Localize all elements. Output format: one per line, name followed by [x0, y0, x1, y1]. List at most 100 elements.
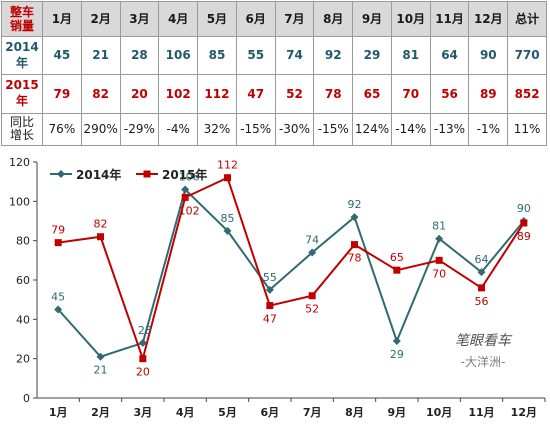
x-tick-label: 10月	[426, 406, 452, 419]
data-point	[223, 226, 232, 235]
x-tick-label: 4月	[176, 406, 195, 419]
data-point	[435, 234, 444, 243]
x-tick-label: 7月	[303, 406, 322, 419]
table-cell: -4%	[158, 112, 199, 147]
data-label: 92	[348, 198, 362, 211]
table-cell: -15%	[235, 112, 276, 147]
table-cell: 65	[352, 74, 392, 114]
data-label: 45	[51, 291, 65, 304]
table-cell: 290%	[80, 112, 121, 147]
x-tick-label: 6月	[261, 406, 280, 419]
data-point	[308, 292, 316, 300]
table-cell: 45	[42, 35, 82, 76]
data-point	[54, 239, 62, 247]
data-label: 112	[217, 159, 238, 172]
data-label: 106	[179, 171, 200, 184]
x-tick-label: 9月	[388, 406, 407, 419]
data-point	[138, 338, 147, 347]
data-label: 82	[94, 218, 108, 231]
data-label: 65	[390, 251, 404, 264]
data-point	[181, 193, 189, 201]
data-point	[224, 174, 231, 182]
data-label: 21	[94, 364, 108, 377]
table-cell: 74	[274, 35, 315, 76]
data-label: 55	[263, 271, 277, 284]
y-tick-label: 100	[9, 195, 30, 208]
data-point	[435, 256, 443, 264]
data-point	[351, 241, 358, 249]
month-header-5: 5月	[197, 1, 237, 37]
table-cell: -1%	[468, 112, 509, 147]
table-cell: 112	[197, 74, 237, 114]
table-cell: 76%	[42, 112, 82, 147]
legend-marker	[57, 170, 65, 178]
table-cell: -13%	[429, 112, 470, 147]
table-cell: -30%	[274, 112, 315, 147]
data-label: 52	[305, 303, 319, 316]
table-cell: 82	[80, 74, 121, 114]
data-label: 20	[136, 366, 150, 379]
sales-line-chart: 0 20 40 60 80 100 120 1月 2月 3月 4月 5月 6月 7月 8月 9月 10月 11月 1…	[9, 156, 546, 419]
y-tick-label: 40	[16, 313, 30, 326]
table-cell: 102	[158, 74, 199, 114]
month-header-10: 10月	[390, 1, 431, 37]
table-cell: 124%	[352, 112, 392, 147]
table-cell: 106	[158, 35, 199, 76]
total-cell: 11%	[507, 112, 547, 147]
sales-table: 整车 销量 1月 2月 3月 4月 5月 6月 7月 8月 9月 10月 11月 12月 总计 2014年…	[1, 1, 547, 147]
series-line-2015	[58, 176, 525, 363]
x-tick-label: 12月	[511, 406, 537, 419]
chart-series-points	[54, 174, 528, 363]
data-point	[265, 285, 274, 294]
table-cell: 28	[119, 35, 160, 76]
table-cell: 56	[429, 74, 470, 114]
watermark-brand: 笔眼看车	[455, 333, 513, 349]
x-tick-label: 2月	[91, 406, 110, 419]
data-point	[96, 352, 105, 361]
month-header-6: 6月	[235, 1, 276, 37]
table-cell: 78	[313, 74, 354, 114]
chart-series-lines	[57, 176, 525, 363]
legend-label: 2015年	[162, 167, 207, 182]
data-point	[266, 302, 274, 310]
data-point	[97, 233, 104, 241]
data-point	[393, 266, 401, 274]
data-label: 28	[138, 324, 152, 337]
month-header-9: 9月	[352, 1, 392, 37]
corner-label: 整车 销量	[1, 1, 43, 37]
table-cell: -14%	[390, 112, 431, 147]
data-point	[478, 284, 485, 292]
watermark-author: -大洋洲-	[461, 354, 506, 369]
table-cell: 29	[352, 35, 392, 76]
data-point	[139, 355, 147, 363]
data-point	[308, 248, 317, 257]
table-row: 2014年 45 21 28 106 85 55 74 92 29 81 64 90 770	[1, 35, 547, 76]
data-label: 47	[263, 313, 277, 326]
table-cell: 64	[429, 35, 470, 76]
x-tick-label: 1月	[49, 406, 68, 419]
row-label: 2015年	[1, 74, 43, 114]
data-label: 81	[432, 220, 446, 233]
data-point	[181, 185, 190, 194]
x-tick-label: 5月	[218, 406, 237, 419]
data-label: 85	[221, 212, 235, 225]
data-point	[350, 213, 359, 222]
table-row: 同比 增长 76% 290% -29% -4% 32% -15% -30% -15% 124% -14…	[1, 112, 547, 147]
data-label: 70	[432, 267, 446, 280]
table-cell: 92	[313, 35, 354, 76]
data-point	[392, 336, 401, 345]
table-cell: 47	[235, 74, 276, 114]
row-label: 同比 增长	[1, 112, 43, 147]
table-cell: -29%	[119, 112, 160, 147]
legend-label: 2014年	[76, 167, 121, 182]
table-cell: 32%	[197, 112, 237, 147]
table-cell: -15%	[313, 112, 354, 147]
data-point	[520, 219, 528, 227]
total-header: 总计	[507, 1, 547, 37]
table-cell: 79	[42, 74, 82, 114]
month-header-1: 1月	[42, 1, 82, 37]
chart-axes: 0 20 40 60 80 100 120 1月 2月 3月 4月 5月 6月 7月 8月 9月 10月 11月 1…	[9, 156, 546, 419]
data-label: 74	[305, 233, 319, 246]
table-cell: 89	[468, 74, 509, 114]
row-label: 2014年	[1, 35, 43, 76]
